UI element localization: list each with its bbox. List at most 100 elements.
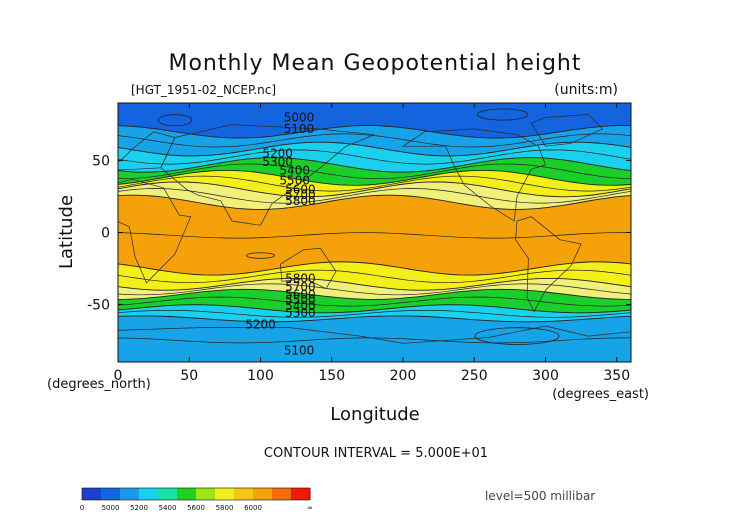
contour-label: 5100 bbox=[284, 343, 315, 357]
contour-line bbox=[118, 288, 631, 300]
source-label: [HGT_1951-02_NCEP.nc] bbox=[131, 83, 276, 97]
contour-line bbox=[118, 125, 631, 139]
contour-label: 5200 bbox=[245, 318, 276, 332]
contour-line bbox=[118, 163, 631, 180]
contour-label: 5500 bbox=[285, 293, 316, 307]
colorbar-cell bbox=[82, 488, 102, 500]
plot-area: 5000510052005300540055005600570058005800… bbox=[118, 103, 631, 362]
contour-label: 5100 bbox=[284, 122, 315, 136]
colorbar-cell bbox=[291, 488, 311, 500]
colorbar-label: ∞ bbox=[307, 504, 313, 512]
contour-band bbox=[118, 304, 631, 322]
colorbar-cell bbox=[177, 488, 197, 500]
contour-line bbox=[118, 277, 631, 291]
x-tick-label: 0 bbox=[114, 368, 123, 384]
contour-line bbox=[118, 269, 631, 284]
colorbar-label: 6000 bbox=[244, 504, 262, 512]
contour-line bbox=[118, 232, 631, 239]
colorbar-label: 5200 bbox=[130, 504, 148, 512]
contour-label: 5600 bbox=[285, 182, 316, 196]
contour-line bbox=[118, 188, 631, 204]
coastline bbox=[280, 247, 337, 290]
contour-band bbox=[118, 261, 631, 291]
colorbar-cell bbox=[158, 488, 178, 500]
colorbar-label: 5800 bbox=[216, 504, 234, 512]
contour-label: 5700 bbox=[285, 188, 316, 202]
coastline bbox=[401, 128, 546, 222]
contour-band bbox=[118, 181, 631, 210]
colorbar-cell bbox=[120, 488, 140, 500]
x-tick-label: 250 bbox=[461, 368, 488, 384]
contour-line bbox=[118, 157, 631, 173]
x-tick-label: 150 bbox=[318, 368, 345, 384]
contour-band bbox=[118, 142, 631, 173]
contour-band bbox=[118, 157, 631, 186]
y-tick-label: -50 bbox=[87, 297, 110, 313]
colorbar-label: 5600 bbox=[187, 504, 205, 512]
contour-band bbox=[118, 170, 631, 197]
contour-label: 5800 bbox=[285, 272, 316, 286]
x-tick-label: 100 bbox=[247, 368, 274, 384]
contour-label: 5700 bbox=[285, 280, 316, 294]
contour-label: 5200 bbox=[262, 146, 293, 160]
x-tick-label: 200 bbox=[390, 368, 417, 384]
colorbar-cell bbox=[234, 488, 254, 500]
colorbar-label: 5400 bbox=[159, 504, 177, 512]
units-label: (units:m) bbox=[554, 82, 618, 98]
contour-line bbox=[118, 194, 631, 210]
y-tick-label: 0 bbox=[101, 226, 110, 242]
contour-label: 5000 bbox=[284, 110, 315, 124]
chart-title: Monthly Mean Geopotential height bbox=[168, 51, 581, 76]
contour-label: 5800 bbox=[285, 194, 316, 208]
colorbar-cell bbox=[139, 488, 159, 500]
contour-line bbox=[118, 141, 631, 157]
contour-band bbox=[118, 103, 631, 138]
y-tick-label: 50 bbox=[92, 154, 110, 170]
colorbar-cell bbox=[196, 488, 216, 500]
contour-line bbox=[118, 296, 631, 307]
x-tick-label: 50 bbox=[180, 368, 198, 384]
contour-line bbox=[118, 261, 631, 276]
x-tick-label: 300 bbox=[532, 368, 559, 384]
colorbar: 0 5000 5200 5400 5600 5800 6000 ∞ bbox=[80, 487, 313, 512]
colorbar-cell bbox=[215, 488, 235, 500]
coastline bbox=[515, 216, 582, 313]
contour-interval-text: CONTOUR INTERVAL = 5.000E+01 bbox=[264, 446, 488, 461]
closed-contour bbox=[477, 108, 529, 121]
coastline bbox=[160, 124, 375, 226]
contour-label: 5600 bbox=[285, 287, 316, 301]
x-axis-label: Longitude bbox=[330, 404, 420, 425]
x-units-label: (degrees_east) bbox=[552, 387, 649, 402]
level-text: level=500 millibar bbox=[485, 489, 595, 503]
contour-line bbox=[118, 304, 631, 314]
contour-band bbox=[118, 278, 631, 300]
y-units-label: (degrees_north) bbox=[47, 377, 151, 392]
coastline bbox=[118, 178, 192, 284]
contour-line bbox=[118, 181, 631, 198]
contour-line bbox=[118, 149, 631, 165]
colorbar-cell bbox=[272, 488, 292, 500]
contour-label: 5400 bbox=[279, 164, 310, 178]
closed-contour bbox=[474, 327, 560, 345]
colorbar-frame bbox=[81, 487, 311, 501]
contour-line bbox=[118, 309, 631, 318]
closed-contour bbox=[246, 252, 275, 259]
contour-line bbox=[118, 133, 631, 148]
colorbar-label: 5000 bbox=[102, 504, 120, 512]
contour-line bbox=[118, 337, 631, 344]
contour-line bbox=[118, 283, 631, 296]
contour-label: 5300 bbox=[285, 306, 316, 320]
contour-band bbox=[118, 289, 631, 313]
colorbar-label: 0 bbox=[80, 504, 84, 512]
colorbar-cell bbox=[253, 488, 273, 500]
y-axis-label: Latitude bbox=[56, 195, 77, 269]
contour-line bbox=[118, 169, 631, 186]
coastline bbox=[118, 131, 176, 171]
contour-label: 5400 bbox=[285, 299, 316, 313]
closed-contour bbox=[157, 114, 193, 127]
contour-label: 5300 bbox=[262, 155, 293, 169]
coastline bbox=[118, 325, 631, 362]
coastline bbox=[530, 114, 604, 147]
contour-band bbox=[118, 125, 631, 156]
